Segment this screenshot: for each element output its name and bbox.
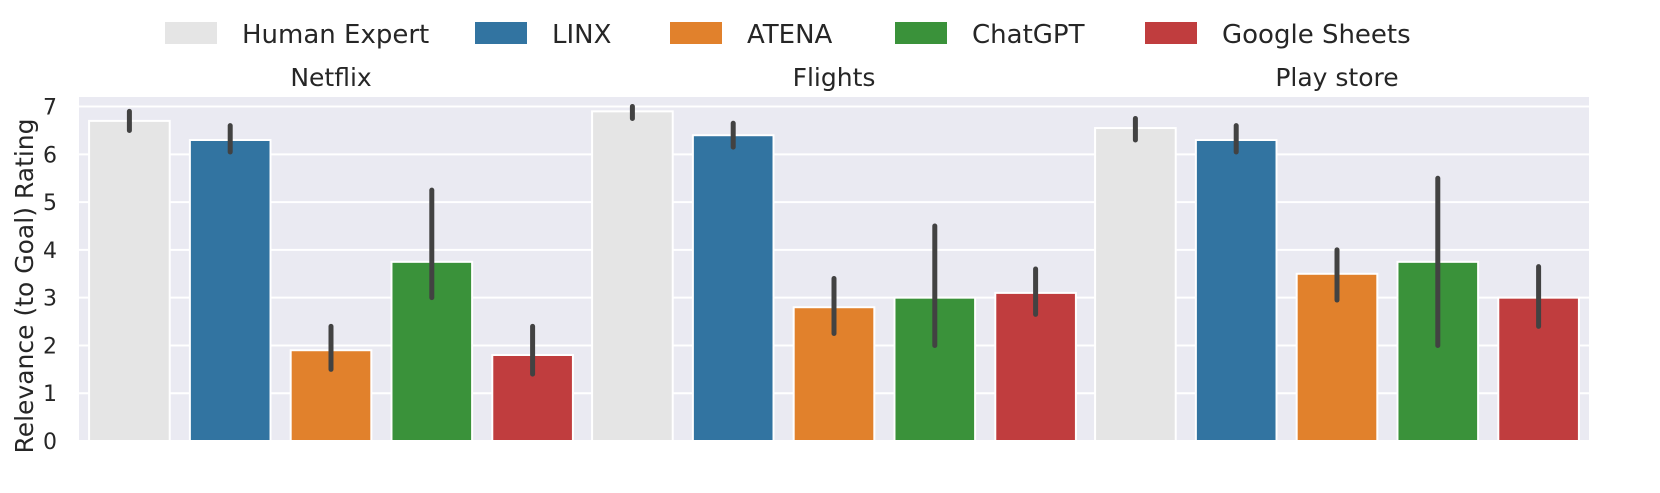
bar-netflix-linx <box>188 139 272 442</box>
legend-label-linx: LINX <box>552 20 611 50</box>
legend-swatch-chatgpt <box>895 22 947 44</box>
bar-play-store-linx <box>1194 139 1278 442</box>
bar-netflix-atena <box>289 349 373 443</box>
y-tick-label: 7 <box>43 96 57 121</box>
bar-flights-linx <box>691 134 775 442</box>
y-tick-label: 5 <box>43 191 57 216</box>
y-tick-label: 6 <box>43 143 57 168</box>
legend-item-atena: ATENA <box>670 20 833 50</box>
legend-swatch-human-expert <box>165 22 217 44</box>
legend-swatch-google-sheets <box>1145 22 1197 44</box>
legend-label-chatgpt: ChatGPT <box>972 20 1085 50</box>
legend-label-atena: ATENA <box>747 20 833 50</box>
panel-play-store: Play store <box>1085 63 1589 443</box>
bar-netflix-human-expert <box>88 119 171 442</box>
panel-title-play-store: Play store <box>1275 63 1398 92</box>
legend-item-linx: LINX <box>475 20 611 50</box>
bar-play-store-human-expert <box>1094 127 1177 443</box>
panel-netflix: Netflix <box>79 63 583 443</box>
bar-flights-google-sheets <box>994 291 1077 442</box>
panel-flights: Flights <box>582 63 1086 442</box>
y-tick-label: 2 <box>43 334 57 359</box>
bar-flights-human-expert <box>591 110 674 442</box>
y-tick-label: 3 <box>43 287 57 312</box>
legend-item-chatgpt: ChatGPT <box>895 20 1085 50</box>
y-tick-labels: 0 1 2 3 4 5 6 7 <box>43 96 57 455</box>
legend-label-human-expert: Human Expert <box>242 20 429 50</box>
y-axis-label: Relevance (to Goal) Rating <box>10 118 39 453</box>
legend-item-human-expert: Human Expert <box>165 20 429 50</box>
legend-label-google-sheets: Google Sheets <box>1222 20 1411 50</box>
panels: Netflix Flights Play store 0 1 2 3 4 5 6 7 <box>43 63 1589 455</box>
legend-item-google-sheets: Google Sheets <box>1145 20 1411 50</box>
legend: Human Expert LINX ATENA ChatGPT Google Sheet… <box>165 20 1411 50</box>
y-tick-label: 4 <box>43 239 57 264</box>
panel-title-flights: Flights <box>793 63 876 92</box>
legend-swatch-atena <box>670 22 722 44</box>
panel-title-netflix: Netflix <box>290 63 371 92</box>
y-tick-label: 0 <box>43 430 57 455</box>
y-tick-label: 1 <box>43 382 57 407</box>
legend-swatch-linx <box>475 22 527 44</box>
